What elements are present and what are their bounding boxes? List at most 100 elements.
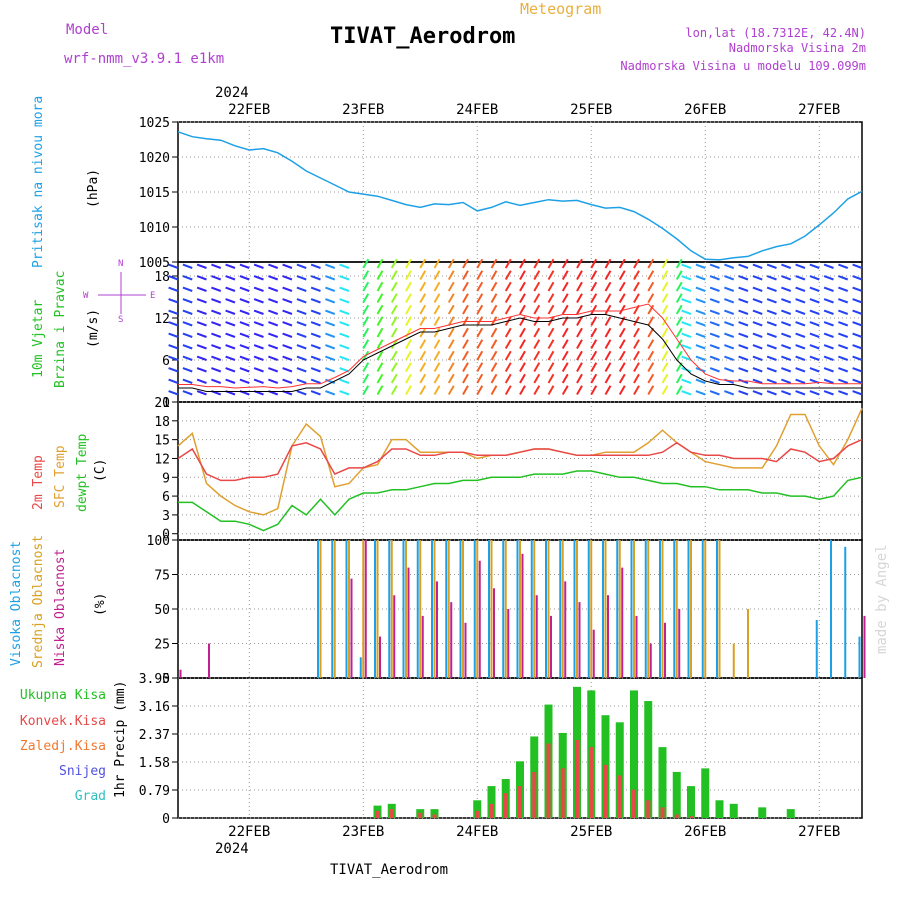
wind-arrow	[211, 355, 222, 361]
wind-arrow	[618, 270, 626, 281]
wind-arrow	[590, 270, 598, 281]
wind-arrow	[633, 339, 640, 349]
wind-arrow	[419, 385, 427, 396]
wind-arrow	[576, 316, 583, 326]
wind-arrow	[476, 385, 484, 396]
wind-arrow	[239, 309, 250, 315]
wind-arrow	[618, 304, 626, 315]
wind-arrow	[695, 378, 706, 384]
wind-arrow	[433, 373, 441, 384]
wind-arrow	[604, 270, 612, 280]
wind-arrow	[576, 327, 583, 338]
wind-arrow	[738, 263, 749, 269]
wind-arrow	[647, 316, 655, 327]
wind-arrow	[339, 286, 350, 292]
day-label-top: 22FEB	[228, 102, 270, 118]
wind-arrow	[405, 362, 412, 372]
wind-arrow	[282, 367, 293, 373]
wind-arrow	[239, 344, 250, 350]
wind-arrow	[296, 355, 307, 361]
precip-conv-bar	[418, 812, 423, 818]
wind-arrow	[561, 385, 569, 396]
wind-arrow	[182, 367, 193, 373]
wind-arrow	[738, 390, 749, 396]
wind-arrow	[675, 304, 683, 315]
wind-arrow	[752, 355, 763, 361]
day-label-bottom: 24FEB	[456, 824, 498, 840]
footer-station: TIVAT_Aerodrom	[330, 862, 448, 878]
day-label-top: 23FEB	[342, 102, 384, 118]
wind-arrow	[225, 378, 236, 384]
wind-arrow	[709, 378, 720, 384]
wind-arrow	[376, 339, 384, 349]
precip-total-bar	[687, 786, 695, 818]
wind-arrow	[390, 270, 398, 281]
wind-arrow	[339, 309, 350, 315]
wind-arrow	[547, 293, 555, 303]
wind-arrow	[781, 286, 792, 292]
wind-arrow	[433, 327, 441, 338]
wind-arrow	[168, 344, 179, 350]
wind-arrow	[604, 258, 612, 269]
wind-arrow	[576, 362, 583, 372]
wind-arrow	[809, 275, 820, 281]
wind-arrow	[752, 332, 763, 338]
wind-arrow	[709, 275, 720, 281]
wind-arrow	[838, 367, 849, 373]
wind-arrow	[766, 332, 777, 338]
wind-arrow	[239, 321, 250, 327]
direction-legend-n: N	[118, 259, 123, 269]
wind-arrow	[709, 355, 720, 361]
wind-arrow	[738, 355, 749, 361]
wind-arrow	[376, 258, 384, 269]
wind-arrow	[462, 350, 469, 361]
wind-arrow	[504, 270, 512, 281]
wind-arrow	[182, 286, 193, 292]
wind-arrow	[490, 350, 498, 361]
y-tick-label: 6	[162, 354, 170, 369]
wind-arrow	[795, 286, 806, 292]
wind-arrow	[325, 263, 336, 269]
wind-arrow	[182, 309, 193, 315]
wind-arrow	[476, 270, 484, 281]
wind-arrow	[675, 385, 683, 396]
wind-arrow	[781, 344, 792, 350]
precip-conv-bar	[432, 814, 437, 818]
wind-arrow	[433, 316, 441, 326]
wind-arrow	[282, 321, 293, 327]
wind-arrow	[268, 298, 279, 304]
wind-arrow	[405, 373, 412, 384]
wind-arrow	[852, 286, 863, 292]
wind-arrow	[519, 373, 526, 384]
wind-arrow	[604, 293, 612, 303]
y-tick-label: 3	[162, 509, 170, 524]
wind-arrow	[823, 263, 834, 269]
wind-arrow	[462, 385, 469, 395]
precip-total-bar	[658, 747, 667, 818]
wind-arrow	[211, 378, 222, 384]
wind-arrow	[823, 378, 834, 384]
wind-arrow	[681, 332, 692, 338]
wind-arrow	[476, 362, 484, 373]
wind-arrow	[196, 332, 207, 338]
wind-arrow	[852, 263, 863, 269]
wind-arrow	[852, 390, 863, 396]
wind-arrow	[547, 327, 555, 338]
precip-total-bar	[786, 809, 795, 818]
wind-arrow	[766, 321, 777, 327]
cloud-mid-axis-label: Srednja Oblacnost	[31, 535, 46, 668]
wind-arrow	[504, 350, 512, 361]
wind-arrow	[433, 293, 441, 303]
wind-arrow	[519, 385, 526, 395]
wind-arrow	[647, 281, 655, 292]
wind-arrow	[504, 293, 512, 304]
wind-arrow	[604, 362, 612, 372]
wind-arrow	[576, 373, 583, 384]
wind-arrow	[196, 378, 207, 384]
wind-arrow	[661, 373, 669, 384]
wind-arrow	[405, 339, 412, 349]
precip-total-bar	[615, 722, 624, 818]
wind-arrow	[390, 258, 398, 269]
y-tick-label: 3.16	[139, 700, 170, 715]
wind-arrow	[675, 316, 683, 327]
